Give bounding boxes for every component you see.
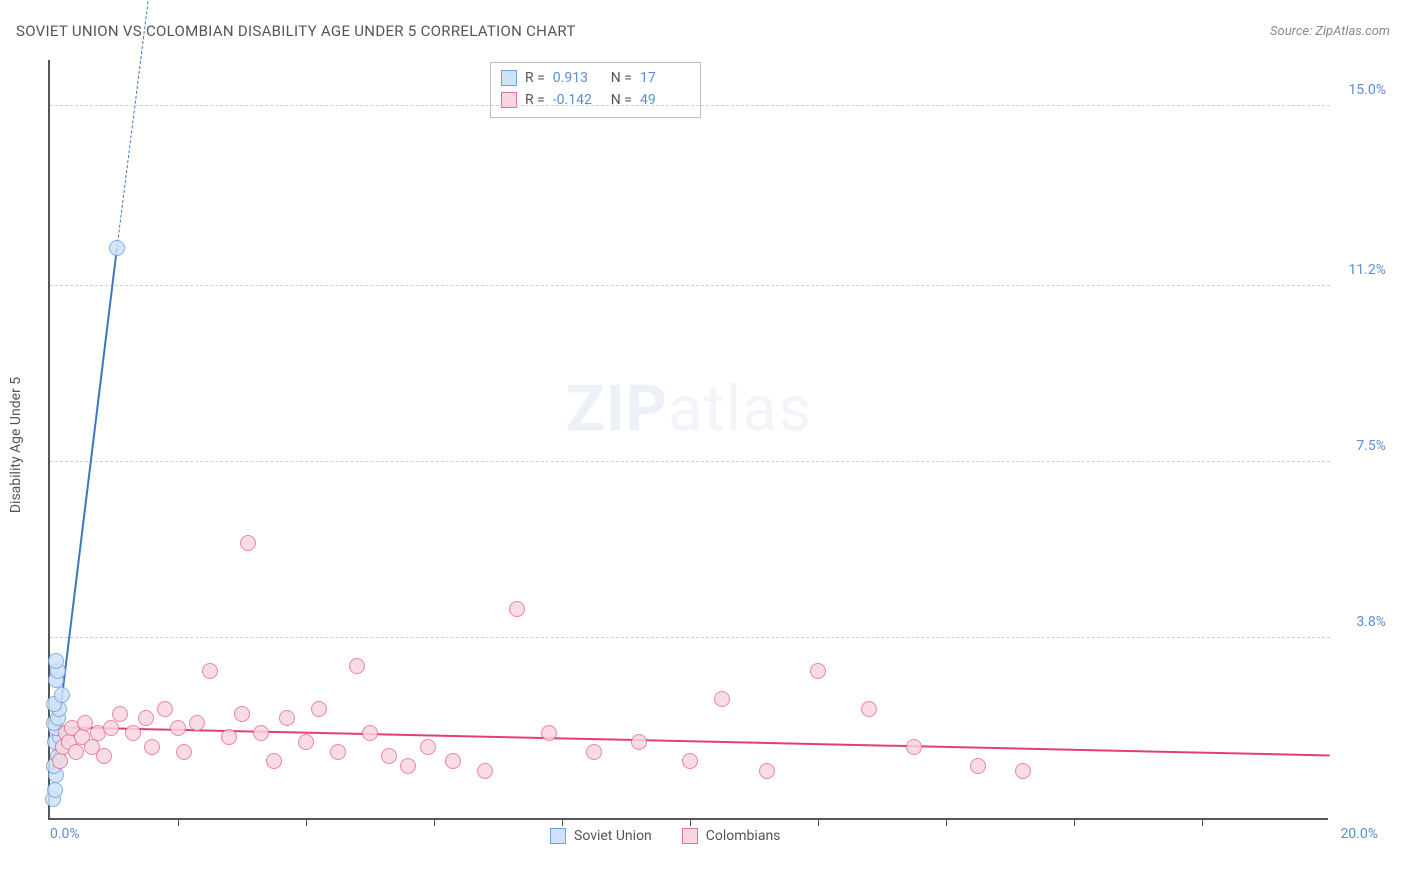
x-tick	[306, 818, 307, 826]
gridline	[50, 105, 1330, 106]
x-tick	[946, 818, 947, 826]
watermark: ZIPatlas	[566, 371, 812, 446]
gridline	[50, 637, 1330, 638]
data-point	[266, 753, 282, 769]
swatch-icon	[682, 828, 698, 844]
gridline	[50, 461, 1330, 462]
data-point	[68, 744, 84, 760]
data-point	[54, 687, 70, 703]
series-legend: Soviet Union Colombians	[550, 828, 780, 844]
correlation-legend: R = 0.913 N = 17 R = -0.142 N = 49	[490, 62, 701, 118]
x-tick	[818, 818, 819, 826]
data-point	[311, 701, 327, 717]
legend-item-0: Soviet Union	[550, 828, 652, 844]
data-point	[906, 739, 922, 755]
data-point	[189, 715, 205, 731]
data-point	[138, 710, 154, 726]
y-tick-label: 11.2%	[1336, 262, 1386, 278]
data-point	[221, 729, 237, 745]
data-point	[477, 763, 493, 779]
data-point	[759, 763, 775, 779]
data-point	[298, 734, 314, 750]
trendline	[50, 726, 1330, 756]
gridline	[50, 285, 1330, 286]
swatch-icon	[501, 92, 517, 108]
data-point	[103, 720, 119, 736]
x-tick	[562, 818, 563, 826]
data-point	[1015, 763, 1031, 779]
x-tick	[434, 818, 435, 826]
y-tick-label: 15.0%	[1336, 82, 1386, 98]
data-point	[157, 701, 173, 717]
source-label: Source: ZipAtlas.com	[1270, 24, 1390, 39]
data-point	[52, 753, 68, 769]
y-tick-label: 3.8%	[1336, 614, 1386, 630]
data-point	[234, 706, 250, 722]
y-axis-label: Disability Age Under 5	[8, 377, 24, 513]
data-point	[541, 725, 557, 741]
data-point	[861, 701, 877, 717]
data-point	[144, 739, 160, 755]
corr-row-0: R = 0.913 N = 17	[501, 67, 690, 89]
data-point	[682, 753, 698, 769]
data-point	[48, 653, 64, 669]
data-point	[810, 663, 826, 679]
x-tick	[178, 818, 179, 826]
data-point	[445, 753, 461, 769]
data-point	[112, 706, 128, 722]
chart-area: Disability Age Under 5 ZIPatlas 0.0% 20.…	[48, 60, 1388, 830]
x-max-label: 20.0%	[1340, 826, 1378, 842]
data-point	[400, 758, 416, 774]
x-tick	[1074, 818, 1075, 826]
data-point	[170, 720, 186, 736]
swatch-icon	[501, 70, 517, 86]
data-point	[47, 782, 63, 798]
data-point	[330, 744, 346, 760]
data-point	[362, 725, 378, 741]
data-point	[381, 748, 397, 764]
data-point	[970, 758, 986, 774]
data-point	[279, 710, 295, 726]
data-point	[586, 744, 602, 760]
x-tick	[690, 818, 691, 826]
y-tick-label: 7.5%	[1336, 438, 1386, 454]
corr-row-1: R = -0.142 N = 49	[501, 89, 690, 111]
plot-region: ZIPatlas 0.0% 20.0% R = 0.913 N = 17 R =…	[48, 60, 1328, 820]
data-point	[349, 658, 365, 674]
data-point	[631, 734, 647, 750]
data-point	[240, 535, 256, 551]
legend-item-1: Colombians	[682, 828, 781, 844]
data-point	[109, 240, 125, 256]
chart-title: SOVIET UNION VS COLOMBIAN DISABILITY AGE…	[16, 22, 576, 40]
data-point	[509, 601, 525, 617]
x-origin-label: 0.0%	[50, 826, 80, 842]
data-point	[176, 744, 192, 760]
data-point	[253, 725, 269, 741]
data-point	[714, 691, 730, 707]
data-point	[125, 725, 141, 741]
data-point	[420, 739, 436, 755]
swatch-icon	[550, 828, 566, 844]
x-tick	[1202, 818, 1203, 826]
data-point	[202, 663, 218, 679]
data-point	[96, 748, 112, 764]
